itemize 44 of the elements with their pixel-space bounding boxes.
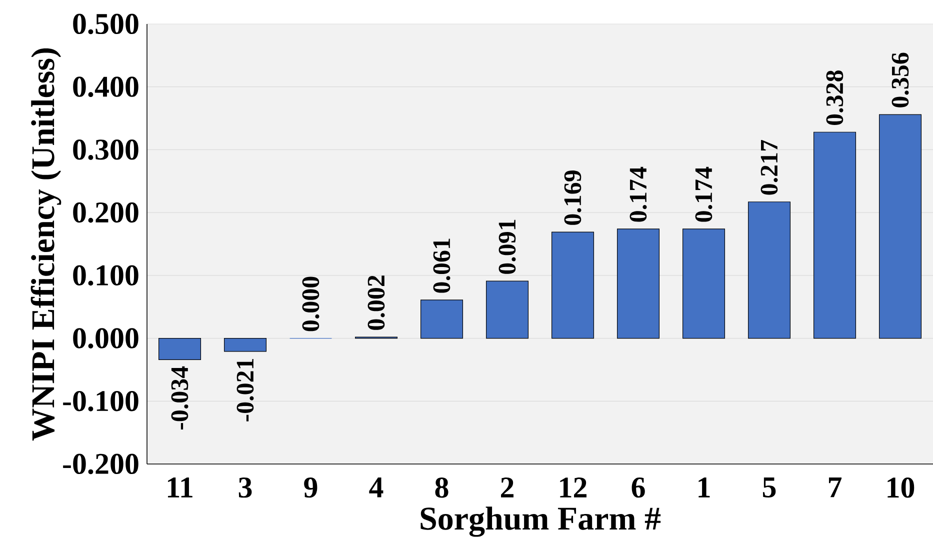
y-tick-label: -0.200 — [63, 454, 138, 474]
y-tick-label: 0.300 — [73, 140, 138, 160]
x-tick-label: 8 — [435, 478, 448, 498]
x-tick-label: 7 — [828, 478, 842, 498]
x-tick-label: 5 — [762, 478, 776, 498]
y-tick-label: -0.100 — [63, 390, 138, 412]
data-label: 0.174 — [630, 166, 647, 222]
data-label: 0.002 — [368, 276, 385, 330]
bar — [486, 280, 529, 339]
bar — [748, 202, 791, 339]
data-label: -0.034 — [171, 366, 188, 430]
y-tick-label: 0.000 — [73, 328, 138, 348]
y-tick-label: 0.200 — [73, 202, 138, 223]
data-label: 0.217 — [760, 140, 778, 195]
x-tick-label: 1 — [698, 478, 710, 498]
x-tick-label: 12 — [560, 478, 586, 498]
data-label: -0.021 — [236, 358, 254, 422]
x-tick-label: 4 — [369, 478, 384, 498]
x-tick-label: 2 — [501, 478, 514, 498]
bar — [616, 228, 660, 339]
bar — [158, 338, 202, 360]
bar — [420, 300, 464, 339]
bar — [682, 228, 726, 339]
x-tick-label: 10 — [888, 478, 914, 498]
y-tick-label: 0.100 — [73, 265, 138, 286]
y-axis-title: WNIPI Efficiency (Unitless) — [30, 48, 62, 441]
data-label: 0.328 — [826, 70, 844, 125]
data-label: 0.000 — [302, 276, 320, 332]
data-label: 0.174 — [695, 166, 712, 222]
y-tick-label: 0.500 — [73, 14, 138, 34]
bar — [813, 132, 856, 339]
data-label: 0.356 — [892, 52, 909, 108]
x-tick-label: 6 — [632, 478, 645, 498]
data-label: 0.061 — [433, 238, 450, 293]
x-tick-label: 9 — [304, 478, 318, 498]
bar — [551, 232, 594, 339]
data-label: 0.169 — [564, 170, 582, 225]
x-tick-label: 3 — [238, 478, 252, 498]
bar — [878, 114, 922, 339]
x-tick-label: 11 — [168, 478, 192, 498]
bar — [224, 338, 267, 352]
data-label: 0.091 — [498, 220, 516, 274]
y-tick-label: 0.400 — [73, 76, 138, 98]
x-axis-title: Sorghum Farm # — [420, 506, 661, 537]
